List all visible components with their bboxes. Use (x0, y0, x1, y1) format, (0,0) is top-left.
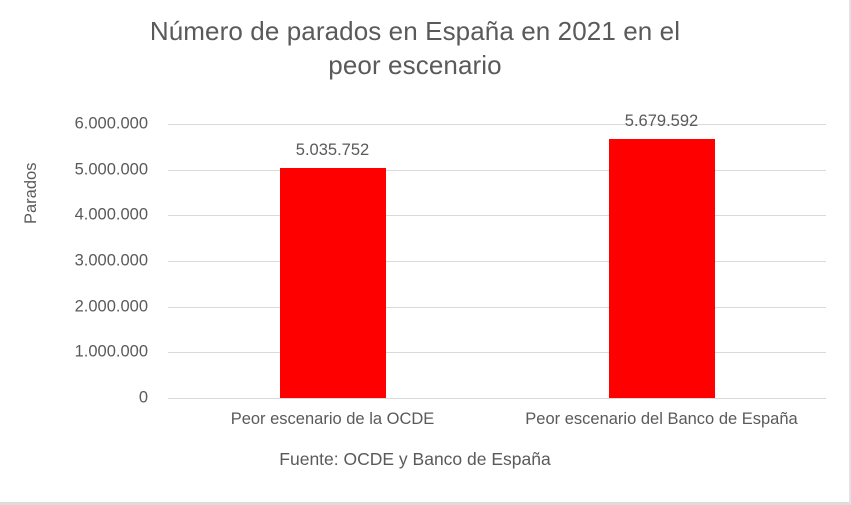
y-axis-tick-label: 1.000.000 (74, 342, 148, 361)
chart-title-line-1: Número de parados en España en 2021 en e… (149, 16, 681, 46)
chart-title: Número de parados en España en 2021 en e… (0, 14, 830, 82)
gridline (168, 306, 826, 308)
y-axis-tick-label: 0 (138, 388, 148, 407)
x-axis-tick-label: Peor escenario de la OCDE (230, 410, 435, 428)
bar[interactable] (608, 138, 715, 398)
y-axis-tick-labels: 0 1.000.000 2.000.000 3.000.000 4.000.000 5.0… (0, 115, 158, 407)
bar[interactable] (279, 168, 386, 398)
gridline (168, 352, 826, 354)
gridline (168, 169, 826, 171)
bar-value-label: 5.679.592 (624, 111, 699, 130)
gridline (168, 124, 826, 125)
bar-value-label: 5.035.752 (295, 141, 370, 160)
x-axis-tick-label: Peor escenario del Banco de España (525, 410, 798, 428)
gridline (168, 215, 826, 217)
y-axis-tick-label: 2.000.000 (74, 297, 148, 316)
y-axis-tick-label: 3.000.000 (74, 251, 148, 270)
y-axis-tick-label: 5.000.000 (74, 160, 148, 179)
chart-title-line-2: peor escenario (328, 50, 502, 80)
y-axis-tick-label: 6.000.000 (74, 114, 148, 133)
y-axis-tick-label: 4.000.000 (74, 205, 148, 224)
gridline (168, 261, 826, 262)
x-axis-tick-labels: Peor escenario de la OCDE Peor escenario … (168, 410, 826, 436)
source-note: Fuente: OCDE y Banco de España (279, 449, 551, 469)
gridline (168, 398, 826, 399)
plot-area: 5.035.752 5.679.592 (168, 112, 826, 399)
